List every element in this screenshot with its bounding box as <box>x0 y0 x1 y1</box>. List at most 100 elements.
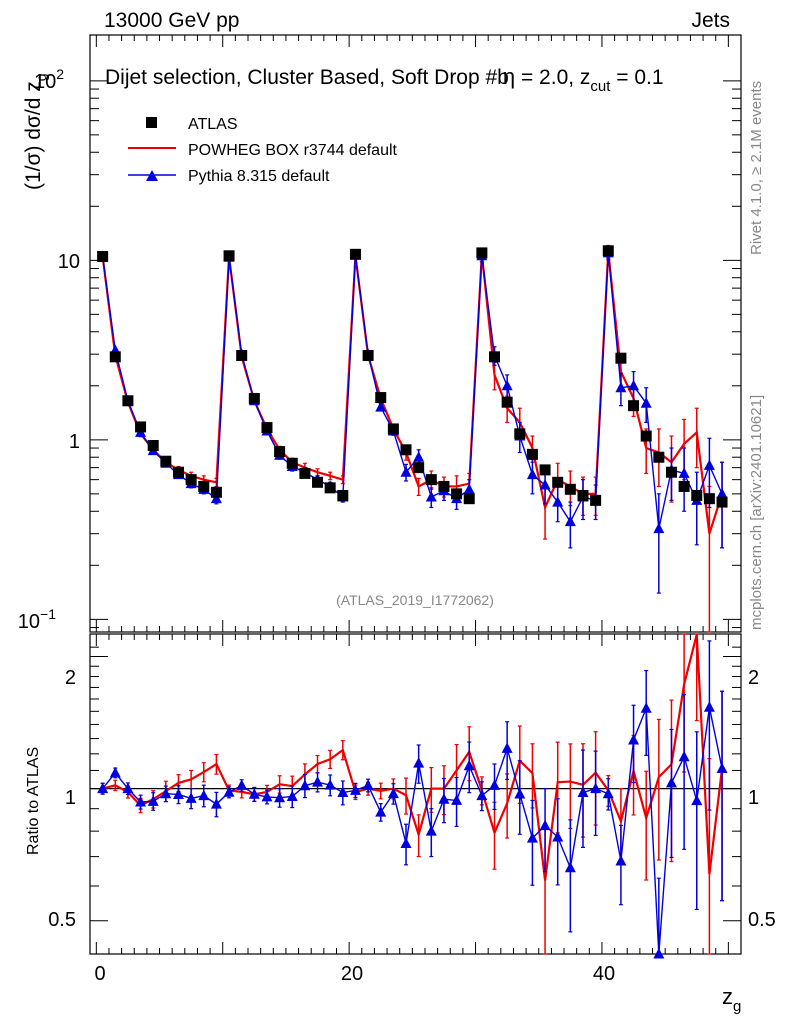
pythia-ratio-marker <box>489 779 501 790</box>
atlas-marker <box>261 422 273 434</box>
atlas-marker <box>438 480 450 492</box>
pythia-ratio-marker <box>564 861 576 873</box>
pythia-ratio-marker <box>425 825 437 836</box>
pythia-marker <box>425 491 437 502</box>
legend-label-atlas: ATLAS <box>188 116 238 133</box>
pythia-ratio-marker <box>653 948 665 959</box>
pythia-ratio-marker <box>274 791 286 803</box>
pythia-ratio-marker <box>628 734 640 745</box>
pythia-ratio-marker <box>514 787 526 799</box>
atlas-marker <box>198 480 210 492</box>
pythia-ratio-marker <box>501 742 513 753</box>
atlas-marker <box>526 448 538 460</box>
atlas-marker <box>602 245 614 257</box>
pythia-ratio-marker <box>185 792 197 803</box>
ratio-tick-label-0p5: 0.5 <box>48 909 76 931</box>
main-panel-frame <box>89 34 742 633</box>
atlas-marker <box>552 476 564 488</box>
pythia-ratio-marker <box>602 787 614 799</box>
atlas-marker <box>97 251 109 263</box>
pythia-marker <box>413 451 425 462</box>
pythia-marker <box>653 522 665 534</box>
energy-label: 13000 GeV pp <box>104 9 239 32</box>
ratio-tick-label-1: 1 <box>65 787 76 809</box>
atlas-marker <box>413 462 425 474</box>
atlas-marker <box>223 250 235 262</box>
atlas-marker <box>463 493 475 505</box>
atlas-marker <box>615 352 627 364</box>
svg-text:Ratio to ATLAS: Ratio to ATLAS <box>25 747 42 855</box>
pythia-marker <box>678 467 690 478</box>
legend-marker-atlas <box>146 117 157 128</box>
main-panel-data <box>97 244 728 633</box>
x-axis-label: zg <box>722 984 741 1015</box>
atlas-marker <box>400 444 412 456</box>
atlas-marker <box>691 489 703 501</box>
pythia-ratio-marker <box>703 701 715 712</box>
pythia-ratio-marker <box>678 750 690 762</box>
pythia-marker <box>640 397 652 408</box>
atlas-marker <box>109 351 121 363</box>
pythia-marker <box>501 379 513 391</box>
pythia-ratio-marker <box>324 779 336 790</box>
y-axis-label: (1/σ) dσ/d zg <box>22 73 49 190</box>
powheg-ratio-line <box>102 634 724 881</box>
legend: ATLAS POWHEG BOX r3744 default Pythia 8.… <box>128 116 398 185</box>
pythia-ratio-marker <box>640 702 652 713</box>
atlas-marker <box>640 430 652 442</box>
atlas-marker <box>299 467 311 479</box>
pythia-marker <box>375 401 387 412</box>
pythia-ratio-marker <box>438 793 450 804</box>
source-label: mcplots.cern.ch [arXiv:2401.10621] <box>748 395 765 630</box>
atlas-marker <box>590 494 602 506</box>
pythia-ratio-marker <box>476 789 488 801</box>
ratio-tick-label-2-right: 2 <box>748 667 759 689</box>
atlas-marker <box>501 396 513 408</box>
pythia-ratio-marker <box>539 819 551 831</box>
ratio-panel-data <box>97 633 728 959</box>
atlas-marker <box>703 493 715 505</box>
atlas-marker <box>577 489 589 501</box>
pythia-ratio-marker <box>160 787 172 799</box>
pythia-ratio-marker <box>362 779 374 790</box>
ratio-panel-frame <box>89 633 742 955</box>
pythia-ratio-marker <box>463 759 475 771</box>
pythia-marker <box>539 479 551 490</box>
y-tick-label-0p1: 10−1 <box>18 606 56 633</box>
pythia-marker <box>628 379 640 391</box>
atlas-marker <box>387 423 399 435</box>
pythia-marker <box>716 487 728 499</box>
pythia-marker <box>210 492 222 504</box>
x-tick-label-40: 40 <box>593 963 615 985</box>
pythia-ratio-marker <box>387 787 399 799</box>
pythia-marker <box>552 496 564 507</box>
x-tick-label-20: 20 <box>341 963 363 985</box>
pythia-ratio-marker <box>400 837 412 848</box>
ratio-tick-label-1-right: 1 <box>748 787 759 809</box>
atlas-marker <box>476 247 488 259</box>
pythia-ratio-marker <box>665 776 677 788</box>
pythia-ratio-marker <box>147 795 159 806</box>
axis-ticks <box>90 35 741 954</box>
rivet-label: Rivet 4.1.0, ≥ 2.1M events <box>748 81 765 255</box>
atlas-marker <box>248 392 260 404</box>
y-tick-label-100: 102 <box>34 66 64 93</box>
ratio-y-tick-labels: 2 1 0.5 2 1 0.5 <box>48 667 776 931</box>
y-tick-label-10: 10 <box>58 251 80 273</box>
y-tick-label-1: 1 <box>69 431 80 453</box>
atlas-marker <box>135 421 147 433</box>
atlas-marker <box>274 446 286 458</box>
pythia-ratio-marker <box>526 832 538 843</box>
x-tick-label-0: 0 <box>94 963 105 985</box>
svg-text:(1/σ) dσ/d zg: (1/σ) dσ/d zg <box>22 73 49 190</box>
pythia-ratio-marker <box>210 798 222 809</box>
atlas-marker <box>349 248 361 260</box>
atlas-marker <box>312 476 324 488</box>
ratio-tick-label-2: 2 <box>65 667 76 689</box>
atlas-marker <box>489 351 501 363</box>
pythia-marker <box>703 459 715 470</box>
atlas-marker <box>653 451 665 463</box>
pythia-marker <box>564 515 576 527</box>
atlas-marker <box>122 395 134 407</box>
